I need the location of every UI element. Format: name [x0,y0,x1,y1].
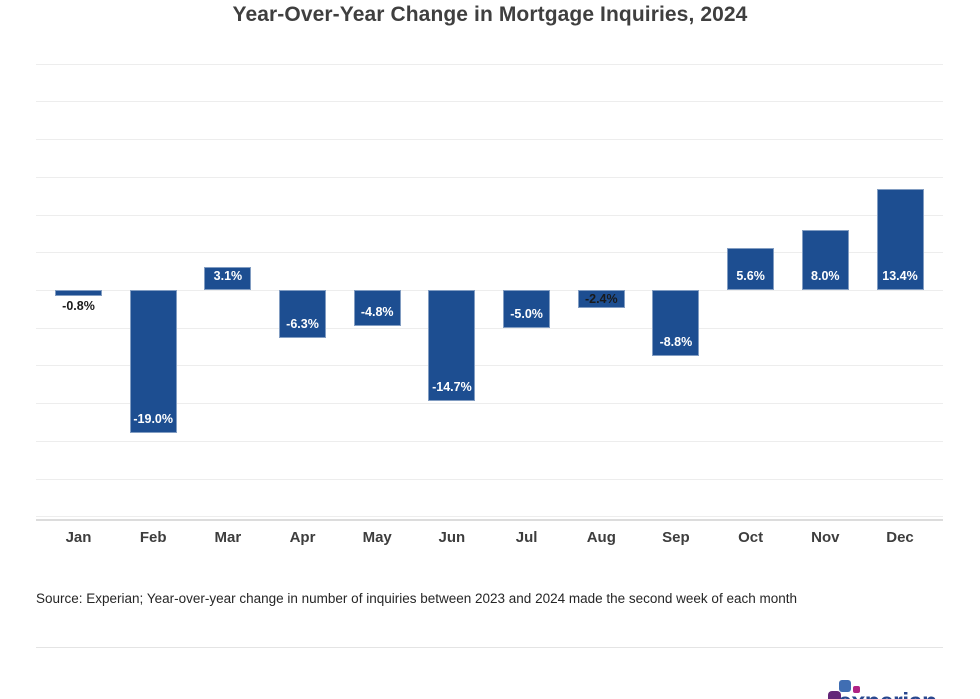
bar-value-label-dec: 13.4% [882,269,918,283]
bar-value-label-jun: -14.7% [432,379,472,394]
logo-wordmark: experian [838,687,937,699]
gridline-20 [36,139,943,141]
x-tick-jan: Jan [65,529,92,546]
bar-value-label-apr: -6.3% [286,316,319,331]
gridline-30 [36,63,943,65]
bar-sep [652,290,700,357]
x-tick-jul: Jul [515,529,538,546]
bar-feb [129,290,177,434]
x-tick-oct: Oct [738,529,764,546]
x-tick-mar: Mar [214,529,242,546]
gridline--15 [36,403,943,405]
x-tick-nov: Nov [811,529,840,546]
gridline-0 [36,290,943,291]
experian-logo: experian [827,673,957,699]
gridline-5 [36,252,943,254]
chart-title: Year-Over-Year Change in Mortgage Inquir… [232,3,748,26]
bar-value-label-mar: 3.1% [213,269,243,283]
gridline-15 [36,176,943,178]
bar-nov [801,229,849,290]
gridline--5 [36,327,943,329]
x-tick-sep: Sep [662,529,690,546]
bar-jun [428,290,476,401]
x-axis-line [36,519,943,521]
x-tick-apr: Apr [289,529,316,546]
gridline--10 [36,365,943,367]
bar-value-label-aug: -2.4% [584,291,618,306]
bar-value-label-nov: 8.0% [811,269,840,283]
gridline-25 [36,101,943,103]
gridline--25 [36,478,943,480]
bar-value-label-jan: -0.8% [62,299,95,313]
bar-dec [876,188,924,290]
gridline-10 [36,214,943,216]
source-note: Source: Experian; Year-over-year change … [36,591,797,606]
bar-apr [279,290,326,338]
x-tick-feb: Feb [139,529,167,546]
x-tick-jun: Jun [438,529,466,546]
logo-purple-square-icon [828,691,841,699]
bar-value-label-feb: -19.0% [133,412,173,427]
gridline--20 [36,440,943,442]
footer-divider [36,647,943,648]
logo-blue-square-icon [839,680,851,692]
bar-value-label-oct: 5.6% [736,269,765,283]
bar-value-label-sep: -8.8% [659,335,693,350]
bar-may [353,290,401,327]
bar-aug [577,290,625,309]
logo-magenta-dot-icon [853,686,860,693]
bar-value-label-may: -4.8% [360,305,394,320]
x-axis-labels: Jan Feb Mar Apr May Jun Jul Aug Sep Oct Nov Dec [36,528,943,548]
x-tick-may: May [362,529,392,546]
x-tick-dec: Dec [886,529,914,546]
bar-value-label-jul: -5.0% [510,306,543,321]
bar-jan [55,290,102,296]
plot-area: -0.8% -19.0% 3.1% -6.3% -4.8% -14.7% -5.0% -2.4… [36,60,943,530]
x-tick-aug: Aug [586,529,616,546]
gridline--30 [36,516,943,518]
bar-mar [204,266,252,290]
bar-oct [727,247,775,290]
bar-jul [503,290,551,328]
